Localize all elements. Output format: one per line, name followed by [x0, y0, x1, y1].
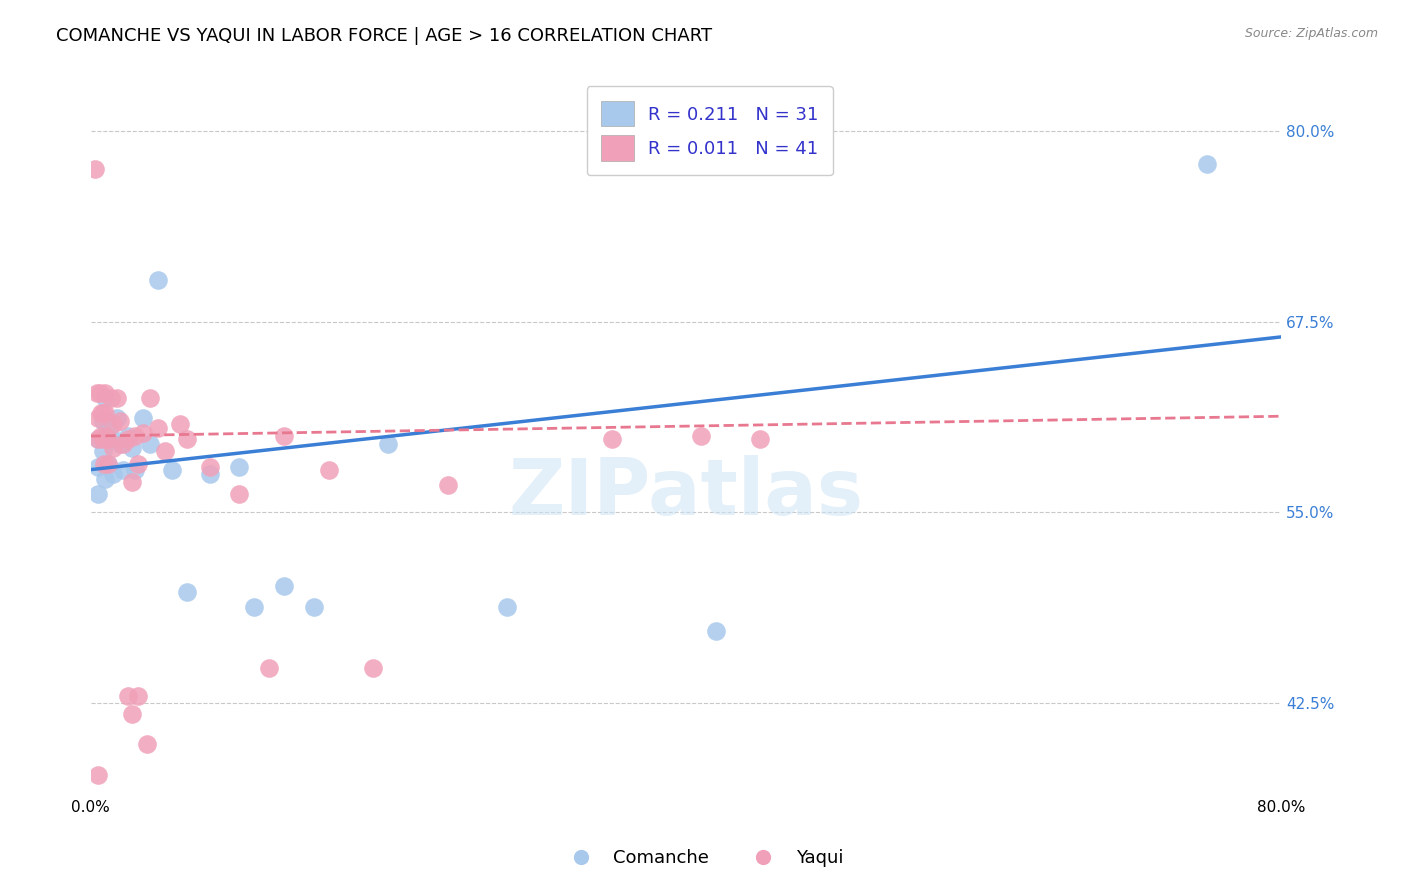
Point — [94, 472, 117, 486]
Point — [257, 661, 280, 675]
Point — [87, 768, 110, 782]
Point — [139, 436, 162, 450]
Point — [94, 391, 117, 405]
Point — [162, 463, 184, 477]
Point — [110, 436, 132, 450]
Point — [87, 459, 110, 474]
Legend: Comanche, Yaqui: Comanche, Yaqui — [555, 842, 851, 874]
Point — [176, 432, 198, 446]
Point — [139, 391, 162, 405]
Point — [112, 463, 135, 477]
Point — [127, 689, 149, 703]
Point — [97, 457, 120, 471]
Point — [176, 584, 198, 599]
Point — [132, 425, 155, 440]
Point — [153, 444, 176, 458]
Point — [91, 444, 114, 458]
Point — [124, 429, 146, 443]
Point — [97, 457, 120, 471]
Point — [132, 410, 155, 425]
Point — [87, 432, 110, 446]
Point — [94, 406, 117, 420]
Point — [146, 421, 169, 435]
Point — [363, 661, 385, 675]
Text: COMANCHE VS YAQUI IN LABOR FORCE | AGE > 16 CORRELATION CHART: COMANCHE VS YAQUI IN LABOR FORCE | AGE >… — [56, 27, 713, 45]
Point — [117, 432, 139, 446]
Point — [107, 410, 129, 425]
Point — [127, 457, 149, 471]
Legend: R = 0.211   N = 31, R = 0.011   N = 41: R = 0.211 N = 31, R = 0.011 N = 41 — [586, 87, 832, 176]
Point — [101, 467, 124, 482]
Point — [124, 463, 146, 477]
Point — [318, 463, 340, 477]
Point — [302, 599, 325, 614]
Point — [97, 432, 120, 446]
Point — [121, 442, 143, 456]
Point — [90, 406, 112, 420]
Point — [377, 436, 399, 450]
Point — [86, 386, 108, 401]
Point — [243, 599, 266, 614]
Point — [121, 706, 143, 721]
Point — [87, 487, 110, 501]
Point — [496, 599, 519, 614]
Point — [273, 579, 295, 593]
Point — [112, 436, 135, 450]
Point — [600, 432, 623, 446]
Point — [690, 429, 713, 443]
Point — [84, 161, 107, 176]
Point — [91, 432, 114, 446]
Point — [117, 689, 139, 703]
Text: Source: ZipAtlas.com: Source: ZipAtlas.com — [1244, 27, 1378, 40]
Point — [273, 429, 295, 443]
Point — [1195, 157, 1218, 171]
Point — [97, 421, 120, 435]
Point — [146, 273, 169, 287]
Point — [228, 459, 250, 474]
Point — [117, 429, 139, 443]
Point — [136, 737, 159, 751]
Point — [704, 624, 727, 639]
Point — [94, 386, 117, 401]
Text: ZIPatlas: ZIPatlas — [509, 456, 863, 532]
Point — [90, 429, 112, 443]
Point — [107, 391, 129, 405]
Point — [101, 432, 124, 446]
Point — [749, 432, 772, 446]
Point — [89, 386, 111, 401]
Point — [101, 442, 124, 456]
Point — [94, 429, 117, 443]
Point — [228, 487, 250, 501]
Point — [437, 478, 460, 492]
Point — [169, 417, 191, 431]
Point — [93, 457, 115, 471]
Point — [121, 475, 143, 489]
Point — [87, 432, 110, 446]
Point — [100, 391, 122, 405]
Point — [91, 406, 114, 420]
Point — [87, 410, 110, 425]
Point — [110, 414, 132, 428]
Point — [91, 414, 114, 428]
Point — [101, 417, 124, 431]
Point — [198, 459, 221, 474]
Point — [198, 467, 221, 482]
